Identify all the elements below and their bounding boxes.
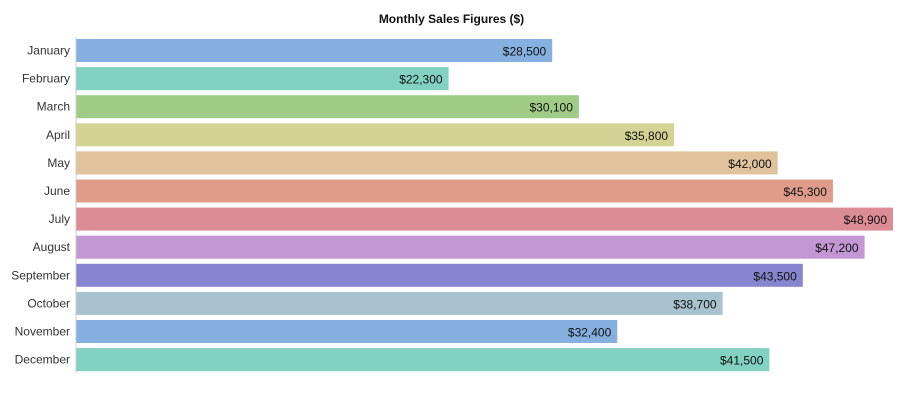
category-label-july: July — [49, 212, 70, 226]
value-label-march: $30,100 — [530, 101, 574, 115]
category-label-april: April — [46, 128, 70, 142]
bar-june — [76, 179, 833, 203]
bar-january — [76, 39, 553, 62]
bar-november — [76, 320, 618, 343]
category-label-june: June — [44, 184, 70, 198]
bar-september — [76, 263, 803, 287]
value-label-october: $38,700 — [673, 297, 717, 311]
value-label-june: $45,300 — [784, 185, 828, 199]
chart-title: Monthly Sales Figures ($) — [378, 12, 525, 26]
value-labels: $28,500 $22,300 $30,100 $35,800 $42,000 $45,3… — [399, 45, 887, 368]
bar-july — [76, 207, 893, 231]
value-label-april: $35,800 — [625, 129, 669, 143]
value-label-january: $28,500 — [503, 45, 547, 59]
category-label-november: November — [15, 325, 70, 339]
category-label-may: May — [47, 156, 70, 170]
bar-march — [76, 95, 579, 119]
category-label-september: September — [11, 268, 70, 282]
category-label-january: January — [27, 44, 70, 58]
value-label-august: $47,200 — [815, 241, 859, 255]
bar-august — [76, 235, 865, 259]
value-label-may: $42,000 — [728, 157, 772, 171]
value-label-december: $41,500 — [720, 354, 764, 368]
category-axis: January February March April May June July Augu… — [11, 37, 77, 374]
value-label-september: $43,500 — [753, 269, 797, 283]
bar-october — [76, 291, 723, 315]
category-label-august: August — [33, 240, 71, 254]
category-label-october: October — [27, 296, 70, 310]
value-label-november: $32,400 — [568, 326, 612, 340]
category-label-march: March — [37, 100, 70, 114]
value-label-february: $22,300 — [399, 73, 443, 87]
category-label-december: December — [15, 353, 70, 367]
category-label-february: February — [22, 72, 70, 86]
bar-april — [76, 123, 675, 147]
bar-december — [76, 348, 770, 372]
bar-february — [76, 67, 449, 91]
bar-may — [76, 151, 778, 175]
value-label-july: $48,900 — [844, 213, 888, 227]
bars-layer — [76, 39, 893, 372]
